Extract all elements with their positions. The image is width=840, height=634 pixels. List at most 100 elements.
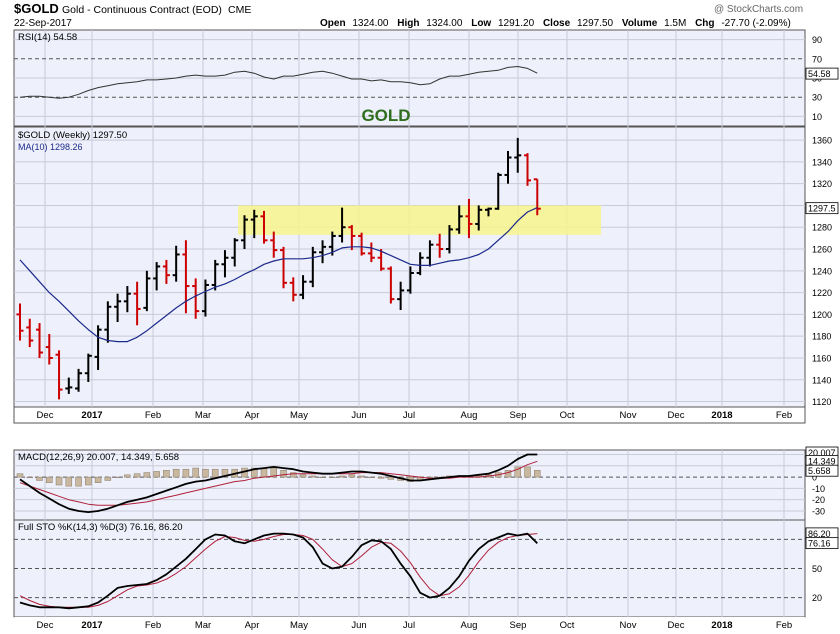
- x-tick-label: 2018: [711, 410, 732, 421]
- ohlc-bar: [328, 231, 336, 256]
- ohlc-bar: [16, 303, 24, 341]
- ohlc-bar: [75, 368, 83, 392]
- y-tick-label: 1280: [812, 223, 832, 233]
- macd-histogram-bar: [358, 475, 365, 478]
- macd-histogram-bar: [348, 474, 356, 478]
- x-tick-label: Jul: [403, 410, 415, 421]
- macd-histogram-bar: [65, 476, 73, 487]
- ohlc-bar: [387, 266, 395, 304]
- ohlc-bar: [416, 252, 424, 276]
- y-tick-label: 1260: [812, 245, 832, 255]
- x-tick-label: Dec: [668, 620, 685, 631]
- ohlc-bar: [436, 233, 444, 258]
- macd-histogram-bar: [104, 476, 112, 481]
- ohlc-bar: [45, 334, 53, 365]
- macd-histogram-bar: [514, 466, 522, 478]
- ohlc-bar: [201, 279, 209, 317]
- y-tick-label: 1240: [812, 266, 832, 276]
- macd-histogram-bar: [387, 476, 395, 480]
- x-tick-label: Aug: [461, 620, 478, 631]
- macd-histogram-bar: [26, 476, 34, 478]
- sto-d-last-value: 86.20: [808, 529, 831, 539]
- ohlc-bar: [397, 281, 405, 311]
- ma-legend: MA(10) 1298.26: [18, 142, 83, 152]
- chart-text: 9070503010136013401320130012801260124012…: [18, 32, 839, 631]
- x-tick-label: Sep: [510, 410, 527, 421]
- y-tick-label: 1320: [812, 179, 832, 189]
- close-label: Close: [543, 18, 571, 29]
- y-tick-label: 1180: [812, 332, 831, 342]
- macd-legend: MACD(12,26,9) 20.007, 14.349, 5.658: [18, 452, 179, 463]
- x-tick-label: 2017: [81, 620, 102, 631]
- x-tick-label: May: [290, 620, 308, 631]
- macd-histogram-bar: [133, 473, 141, 478]
- ohlc-bar: [514, 137, 522, 173]
- ohlc-bar: [162, 259, 170, 284]
- ohlc-bar: [153, 262, 161, 291]
- x-tick-label: Dec: [668, 410, 685, 421]
- x-tick-label: 2017: [81, 410, 102, 421]
- instrument-name: Gold - Continuous Contract (EOD): [62, 4, 222, 16]
- x-tick-label: May: [290, 410, 308, 421]
- chg-label: Chg: [695, 18, 714, 29]
- ohlc-bar: [524, 153, 532, 186]
- sto-k-line: [19, 532, 538, 610]
- macd-histogram-bar: [75, 476, 82, 487]
- high-label: High: [397, 18, 419, 29]
- exchange-label: CME: [228, 4, 251, 16]
- ohlc-bar: [367, 242, 375, 263]
- y-tick-label: 1200: [812, 310, 832, 320]
- ohlc-bar: [348, 225, 356, 251]
- gridlines: [14, 30, 805, 617]
- ohlc-bar: [465, 198, 473, 239]
- y-tick-label: 1360: [812, 136, 832, 146]
- ohlc-bar: [143, 270, 151, 312]
- ohlc-bar: [406, 266, 414, 294]
- ohlc-bar: [455, 205, 463, 234]
- x-tick-label: Mar: [195, 410, 211, 421]
- ohlc-bar: [260, 210, 268, 244]
- ohlc-bar: [280, 246, 288, 289]
- ohlc-bar: [55, 350, 63, 400]
- ohlc-bar: [494, 172, 502, 210]
- ohlc-bar: [240, 215, 248, 250]
- macd-histogram-bar: [329, 476, 336, 478]
- histogram-last-value-box: [805, 464, 839, 477]
- x-tick-label: Feb: [145, 410, 161, 421]
- y-tick-label: 0: [812, 473, 817, 483]
- macd-last-value: 20.007: [808, 448, 836, 458]
- chart-header: $GOLD Gold - Continuous Contract (EOD) C…: [14, 1, 803, 29]
- macd-histogram-bar: [270, 467, 278, 478]
- y-tick-label: 30: [812, 93, 822, 103]
- ohlc-bar: [94, 325, 102, 370]
- y-tick-label: 1220: [812, 288, 832, 298]
- histogram-last-value: 5.658: [808, 466, 831, 476]
- y-tick-label: 10: [812, 112, 822, 122]
- macd-histogram-bar: [309, 475, 317, 478]
- macd-histogram-bar: [280, 470, 287, 478]
- sto-d-line: [19, 533, 538, 608]
- ohlc-bar: [65, 377, 73, 394]
- ohlc-bar: [211, 259, 219, 291]
- macd-histogram-bar: [153, 471, 160, 478]
- y-tick-label: -10: [812, 484, 825, 494]
- ohlc-bar: [319, 240, 327, 264]
- ohlc-bar: [133, 281, 141, 326]
- x-tick-label: Dec: [37, 620, 54, 631]
- support-resistance-zone: [238, 205, 601, 235]
- stockcharts-watermark: @ StockCharts.com: [714, 4, 803, 15]
- x-tick-label: Apr: [245, 410, 260, 421]
- macd-histogram-bar: [46, 476, 53, 483]
- symbol-label: $GOLD: [14, 1, 59, 16]
- x-tick-label: Jun: [351, 620, 366, 631]
- macd-histogram-bar: [143, 472, 151, 478]
- ohlc-bar: [475, 205, 483, 231]
- price-legend: $GOLD (Weekly) 1297.50: [18, 130, 127, 141]
- macd-histogram-bar: [260, 467, 268, 478]
- macd-histogram-bar: [377, 476, 385, 479]
- ohlc-bar: [299, 275, 307, 300]
- rsi-last-value: 54.58: [808, 69, 831, 79]
- macd-histogram-bar: [192, 467, 199, 478]
- x-tick-label: Jul: [403, 620, 415, 631]
